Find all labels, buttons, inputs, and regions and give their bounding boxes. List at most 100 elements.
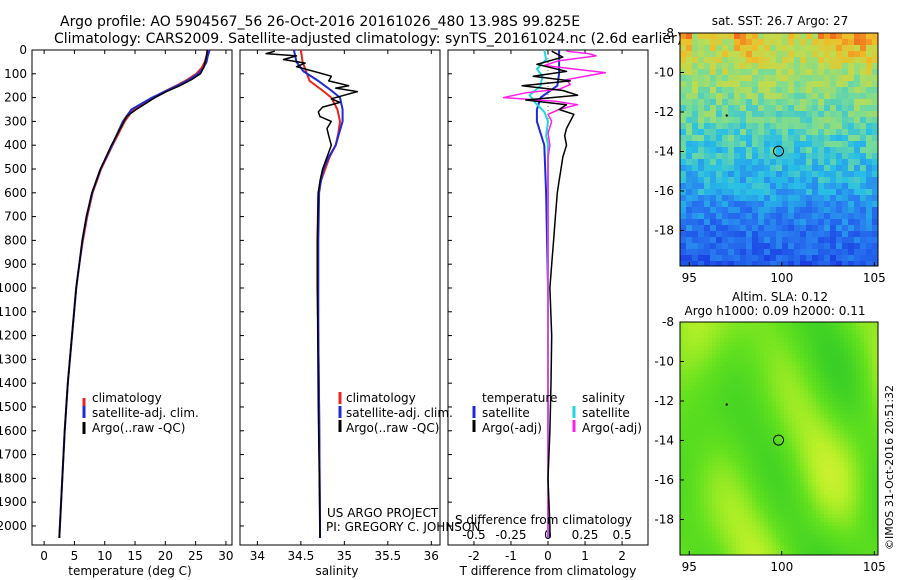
map-cell [704, 111, 710, 117]
sla-map-frame [679, 321, 879, 556]
map-cell [796, 410, 800, 414]
map-cell [732, 474, 736, 478]
map-cell [860, 213, 866, 219]
map-cell [772, 486, 776, 490]
map-cell [768, 510, 772, 514]
map-cell [812, 374, 816, 378]
map-cell [760, 374, 764, 378]
map-cell [812, 434, 816, 438]
lat-tick-label: -16 [654, 473, 674, 487]
map-cell [704, 213, 710, 219]
map-cell [680, 374, 684, 378]
map-cell [876, 418, 878, 422]
map-cell [736, 526, 740, 530]
map-cell [844, 390, 848, 394]
map-cell [696, 534, 700, 538]
map-cell [768, 486, 772, 490]
sst-map-markers [725, 114, 785, 157]
map-cell [770, 33, 776, 39]
map-cell [820, 442, 824, 446]
map-cell [700, 446, 704, 450]
map-cell [828, 506, 832, 510]
map-cell [788, 201, 794, 207]
map-cell [776, 69, 782, 75]
map-cell [752, 255, 758, 261]
map-cell [852, 402, 856, 406]
map-cell [764, 362, 768, 366]
map-cell [806, 261, 812, 266]
map-cell [716, 93, 722, 99]
map-cell [784, 434, 788, 438]
map-cell [812, 458, 816, 462]
map-cell [692, 326, 696, 330]
map-cell [856, 326, 860, 330]
map-cell [820, 510, 824, 514]
map-cell [696, 474, 700, 478]
s-satellite-line [528, 50, 549, 538]
map-cell [808, 478, 812, 482]
map-cell [828, 550, 832, 554]
map-cell [848, 105, 854, 111]
map-cell [756, 370, 760, 374]
map-cell [764, 546, 768, 550]
map-cell [744, 426, 748, 430]
map-cell [692, 514, 696, 518]
map-cell [824, 466, 828, 470]
map-cell [686, 213, 692, 219]
map-cell [692, 346, 696, 350]
map-cell [752, 474, 756, 478]
map-cell [748, 406, 752, 410]
map-cell [752, 39, 758, 45]
map-cell [680, 334, 684, 338]
map-cell [684, 422, 688, 426]
map-cell [704, 135, 710, 141]
map-cell [864, 334, 868, 338]
map-cell [680, 57, 686, 63]
map-cell [792, 498, 796, 502]
map-cell [716, 458, 720, 462]
map-cell [748, 546, 752, 550]
map-cell [828, 322, 832, 326]
map-cell [784, 462, 788, 466]
map-cell [782, 183, 788, 189]
map-cell [764, 69, 770, 75]
map-cell [792, 478, 796, 482]
map-cell [768, 414, 772, 418]
map-cell [680, 410, 684, 414]
map-cell [776, 213, 782, 219]
map-cell [836, 542, 840, 546]
map-cell [680, 386, 684, 390]
map-cell [716, 81, 722, 87]
map-cell [716, 354, 720, 358]
map-cell [876, 454, 878, 458]
map-cell [788, 542, 792, 546]
map-cell [788, 466, 792, 470]
map-cell [836, 442, 840, 446]
map-cell [696, 530, 700, 534]
map-cell [756, 458, 760, 462]
map-cell [788, 358, 792, 362]
map-cell [704, 414, 708, 418]
map-cell [780, 486, 784, 490]
map-cell [808, 418, 812, 422]
map-cell [764, 231, 770, 237]
map-cell [776, 249, 782, 255]
map-cell [712, 382, 716, 386]
map-cell [868, 482, 872, 486]
map-cell [740, 219, 746, 225]
map-cell [716, 237, 722, 243]
map-cell [866, 141, 872, 147]
map-cell [848, 171, 854, 177]
map-cell [698, 111, 704, 117]
map-cell [776, 434, 780, 438]
map-cell [828, 486, 832, 490]
map-cell [824, 366, 828, 370]
map-cell [680, 442, 684, 446]
map-cell [836, 362, 840, 366]
map-cell [808, 510, 812, 514]
map-cell [698, 225, 704, 231]
map-cell [696, 502, 700, 506]
map-cell [854, 189, 860, 195]
map-cell [746, 195, 752, 201]
map-cell [784, 382, 788, 386]
